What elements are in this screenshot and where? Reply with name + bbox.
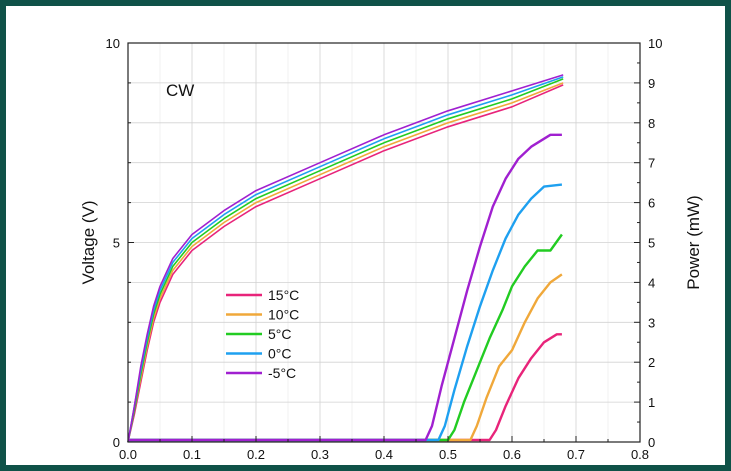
voltage-line xyxy=(127,74,564,443)
x-tick-label: 0.0 xyxy=(119,447,137,462)
power-line xyxy=(128,183,563,442)
x-tick-label: 0.1 xyxy=(183,447,201,462)
ticks: 0.0 0.1 0.2 0.3 0.4 0.5 0.6 0.7 0.80123456789100… xyxy=(106,36,663,462)
y-left-tick-label: 5 xyxy=(113,236,120,251)
x-tick-label: 0.4 xyxy=(375,447,393,462)
x-tick-label: 0.8 xyxy=(631,447,649,462)
y-right-tick-label: 9 xyxy=(648,76,655,91)
legend-label: 10°C xyxy=(268,307,299,323)
y-left-tick-label: 0 xyxy=(113,435,120,450)
y-right-tick-label: 6 xyxy=(648,196,655,211)
y-right-tick-label: 3 xyxy=(648,315,655,330)
power-line xyxy=(128,273,563,442)
y-right-tick-label: 10 xyxy=(648,36,662,51)
power-line xyxy=(128,233,563,442)
y-right-tick-label: 2 xyxy=(648,355,655,370)
y-right-tick-label: 5 xyxy=(648,236,655,251)
x-tick-label: 0.5 xyxy=(439,447,457,462)
grid xyxy=(127,42,641,443)
legend-label: 5°C xyxy=(268,326,292,342)
x-tick-label: 0.7 xyxy=(567,447,585,462)
legend-label: -5°C xyxy=(268,365,296,381)
legend-label: 15°C xyxy=(268,287,299,303)
legend: 15°C 10°C 5°C 0°C -5°C xyxy=(226,287,299,381)
annotation-text: CW xyxy=(166,81,194,100)
y-axis-left-title: Voltage (V) xyxy=(79,200,98,284)
voltage-line xyxy=(127,84,564,443)
series-layer xyxy=(127,74,564,443)
x-tick-label: 0.2 xyxy=(247,447,265,462)
voltage-line xyxy=(127,82,564,443)
y-right-tick-label: 1 xyxy=(648,395,655,410)
power-line xyxy=(128,333,562,442)
x-tick-label: 0.3 xyxy=(311,447,329,462)
y-right-tick-label: 4 xyxy=(648,275,655,290)
y-right-tick-label: 7 xyxy=(648,156,655,171)
legend-label: 0°C xyxy=(268,346,292,362)
power-line xyxy=(128,133,562,442)
y-right-tick-label: 0 xyxy=(648,435,655,450)
y-axis-right-title: Power (mW) xyxy=(684,195,703,289)
y-left-tick-label: 10 xyxy=(106,36,120,51)
x-tick-label: 0.6 xyxy=(503,447,521,462)
y-right-tick-label: 8 xyxy=(648,116,655,131)
